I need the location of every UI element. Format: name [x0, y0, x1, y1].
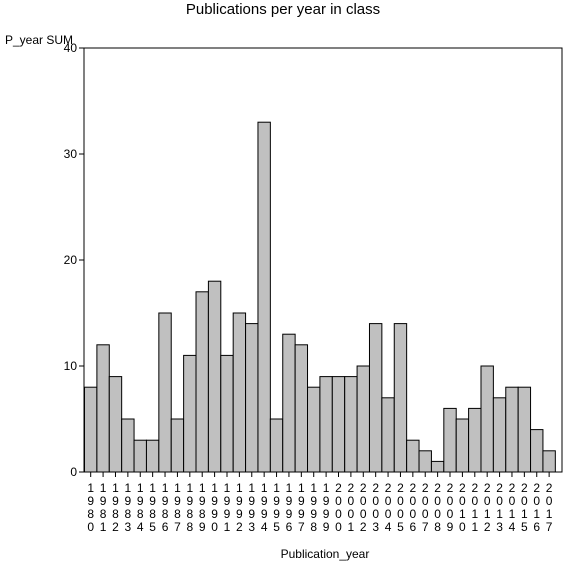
bar-1986: [158, 312, 172, 473]
bar-1984: [133, 439, 147, 473]
x-axis-label: Publication_year: [281, 547, 370, 561]
x-axis: 1 9 8 0 1 9 8 1 1 9 8 2 1 9 8 3 1 9 8 4 1 9 8 5 1 9 8 6 1 9 8 7 1 9 8 8 1 9 8 9…: [87, 472, 553, 534]
bar-1980: [84, 386, 98, 473]
y-tick-label: 0: [70, 465, 77, 479]
bar-2007: [418, 450, 432, 473]
bar-1999: [319, 376, 333, 473]
y-tick-label: 40: [64, 41, 78, 55]
bar-2017: [542, 450, 556, 473]
bar-2011: [468, 407, 482, 473]
bar-2013: [492, 397, 507, 473]
bar-1981: [96, 344, 110, 473]
bars: [84, 121, 556, 473]
bar-2006: [406, 439, 420, 473]
bar-1993: [245, 323, 259, 473]
bar-2005: [393, 323, 408, 473]
bar-2014: [505, 386, 519, 473]
bar-1982: [108, 376, 123, 473]
bar-2002: [356, 365, 370, 473]
bar-1994: [257, 121, 271, 473]
bar-2000: [331, 376, 346, 473]
bar-1989: [195, 291, 209, 473]
bar-1998: [307, 386, 321, 473]
bar-1997: [294, 344, 309, 473]
bar-2009: [443, 407, 457, 473]
bar-2003: [368, 323, 383, 473]
bar-1995: [269, 418, 284, 473]
y-axis: 0 10 20 30 40: [64, 41, 84, 479]
y-tick-label: 20: [64, 253, 78, 267]
bar-1988: [183, 354, 197, 473]
bar-1990: [207, 280, 222, 473]
bar-2001: [344, 376, 358, 473]
bar-2012: [480, 365, 494, 473]
bar-1985: [145, 439, 160, 473]
bar-2010: [455, 418, 470, 473]
bar-2016: [530, 429, 544, 473]
y-tick-label: 10: [64, 359, 78, 373]
y-axis-label: P_year SUM: [5, 33, 73, 47]
bar-1987: [170, 418, 185, 473]
bar-1992: [232, 312, 247, 473]
chart-title: Publications per year in class: [186, 1, 380, 18]
y-tick-label: 30: [64, 147, 78, 161]
bar-2015: [517, 386, 532, 473]
bar-1983: [121, 418, 135, 473]
bar-2008: [430, 460, 445, 473]
bar-1991: [220, 354, 234, 473]
bar-1996: [282, 333, 296, 473]
bar-2004: [381, 397, 395, 473]
